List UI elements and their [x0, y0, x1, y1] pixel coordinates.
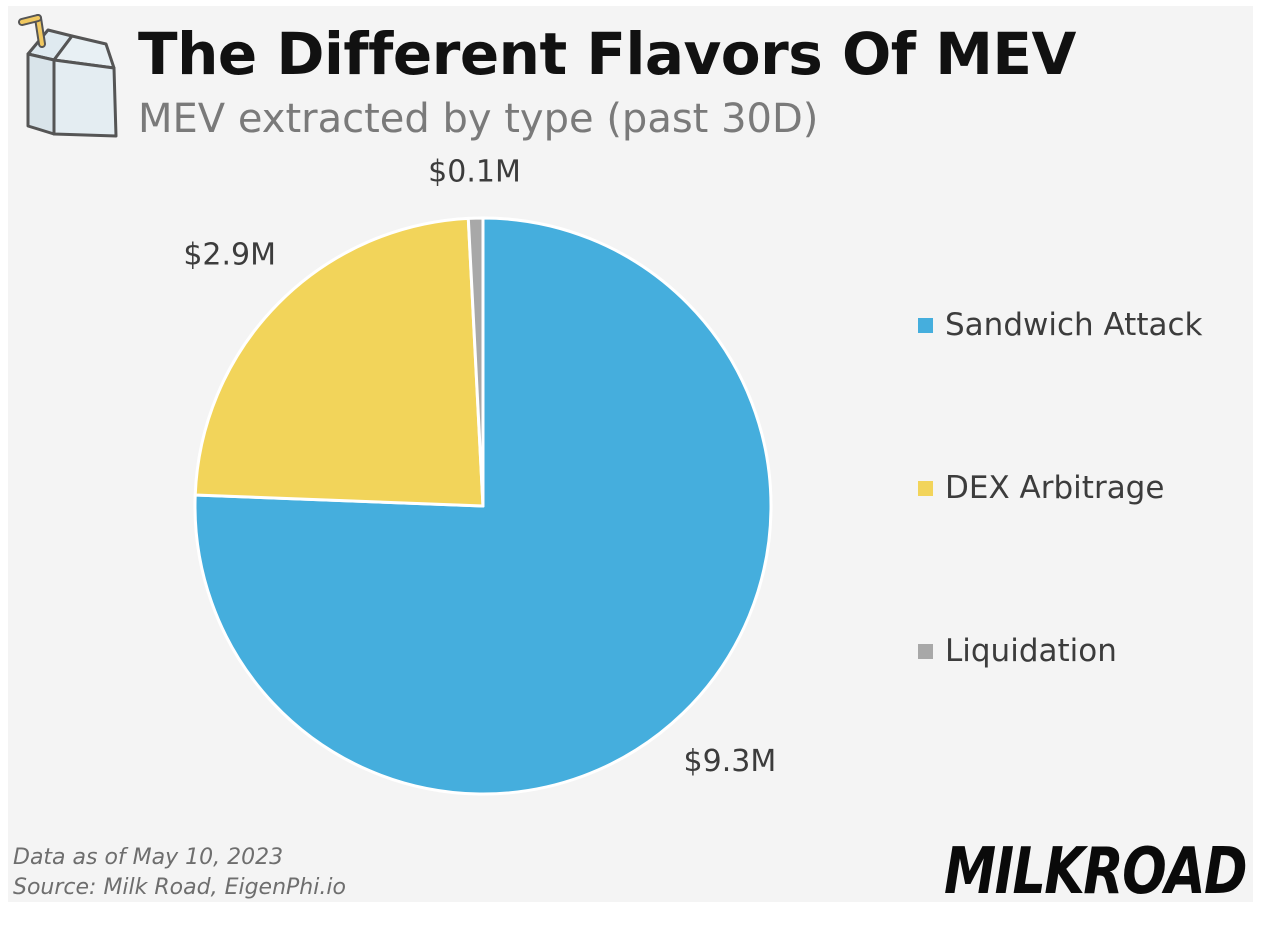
date-note: Data as of May 10, 2023: [13, 845, 284, 870]
legend-label: Liquidation: [945, 633, 1117, 669]
data-label-liquidation: $0.1M: [428, 155, 521, 190]
data-label-dex-arbitrage: $2.9M: [183, 237, 276, 272]
legend-item-sandwich-attack: Sandwich Attack: [918, 300, 1202, 350]
page-subtitle: MEV extracted by type (past 30D): [138, 96, 819, 142]
data-label-sandwich-attack: $9.3M: [684, 744, 777, 779]
page-title: The Different Flavors Of MEV: [138, 20, 1076, 88]
pie-slice-dex-arbitrage: [193, 216, 485, 508]
legend-swatch: [918, 480, 933, 496]
legend-item-dex-arbitrage: DEX Arbitrage: [918, 463, 1164, 513]
legend-label: Sandwich Attack: [945, 307, 1203, 343]
milk-carton-icon: [18, 14, 118, 138]
legend-swatch: [918, 643, 933, 659]
source-note: Source: Milk Road, EigenPhi.io: [13, 875, 346, 900]
brand-logo: MILKROAD: [944, 835, 1248, 909]
legend-label: DEX Arbitrage: [945, 470, 1165, 506]
pie-slice-liquidation: [466, 216, 485, 508]
legend-item-liquidation: Liquidation: [918, 626, 1117, 676]
legend-swatch: [918, 317, 933, 333]
